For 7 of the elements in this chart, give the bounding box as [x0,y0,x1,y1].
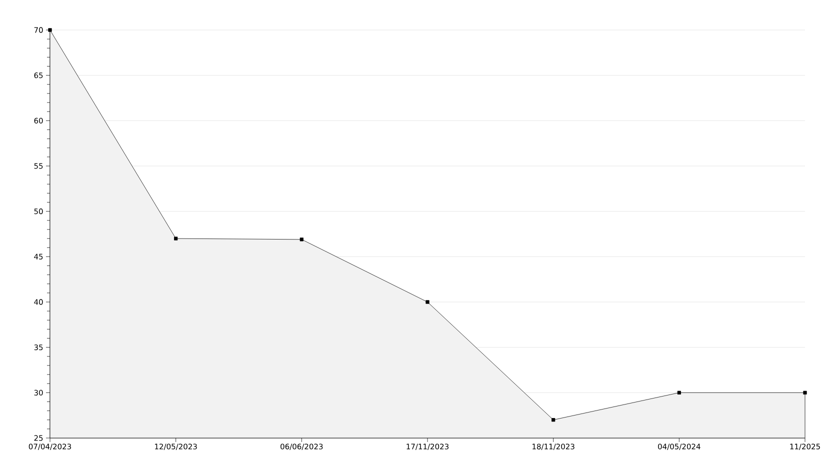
point [426,300,430,304]
point [552,418,556,422]
point [677,390,681,394]
point [174,236,178,240]
point [803,390,807,394]
point [300,238,304,242]
point [48,28,52,32]
